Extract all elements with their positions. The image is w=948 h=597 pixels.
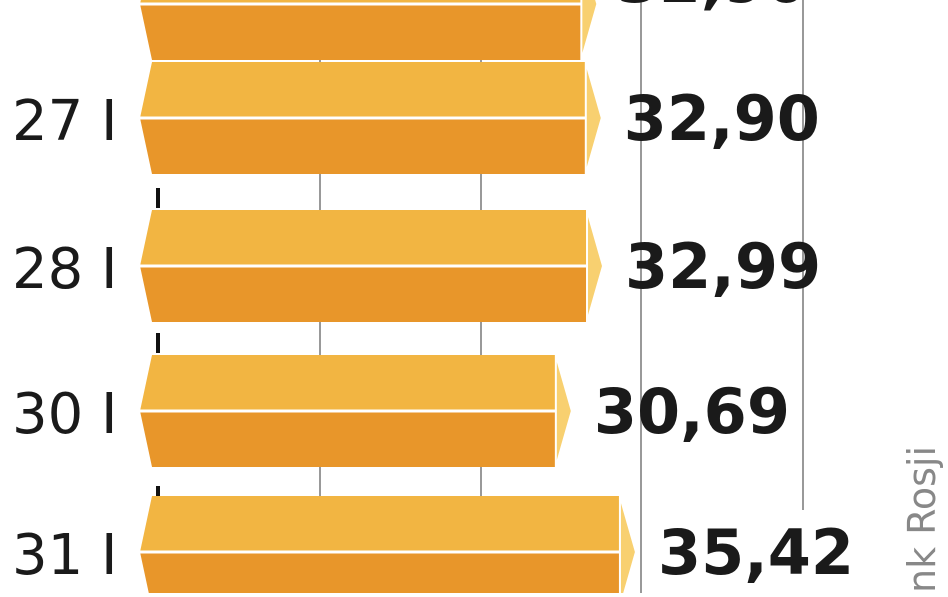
bar-bottom-face — [140, 118, 586, 174]
bar-4 — [140, 495, 637, 597]
bar-end-face — [584, 61, 603, 175]
value-labels: 32,90 32,90 32,99 30,69 35,42 — [594, 0, 854, 589]
category-label: 27 I — [12, 89, 118, 154]
bar-top-face — [140, 355, 556, 411]
bar-3 — [140, 354, 573, 468]
bar-top-face — [140, 62, 586, 118]
bar-bottom-face — [140, 4, 582, 60]
bar-1 — [140, 61, 603, 175]
value-label: 30,69 — [594, 375, 790, 448]
bar-end-face — [618, 495, 637, 597]
bar-end-face — [580, 0, 599, 61]
source-label: nk Rosji — [900, 446, 944, 593]
bars-group — [140, 0, 637, 597]
category-label: 30 I — [12, 382, 118, 447]
value-label: 32,90 — [624, 82, 820, 155]
value-label-partial: 32,90 — [617, 0, 807, 17]
bar-bottom-face — [140, 411, 556, 467]
category-labels: 27 I 28 I 30 I 31 I — [12, 89, 118, 588]
bar-bottom-face — [140, 266, 588, 322]
bar-end-face — [554, 354, 573, 468]
value-label: 35,42 — [658, 516, 854, 589]
bar-bottom-face — [140, 552, 620, 597]
bar-end-face — [586, 209, 605, 323]
category-label: 31 I — [12, 523, 118, 588]
bar-top-face — [140, 496, 620, 552]
bar-2 — [140, 209, 605, 323]
value-label: 32,99 — [625, 230, 821, 303]
bar-top-face — [140, 210, 588, 266]
bar-partial-top — [140, 0, 599, 61]
category-label: 28 I — [12, 237, 118, 302]
